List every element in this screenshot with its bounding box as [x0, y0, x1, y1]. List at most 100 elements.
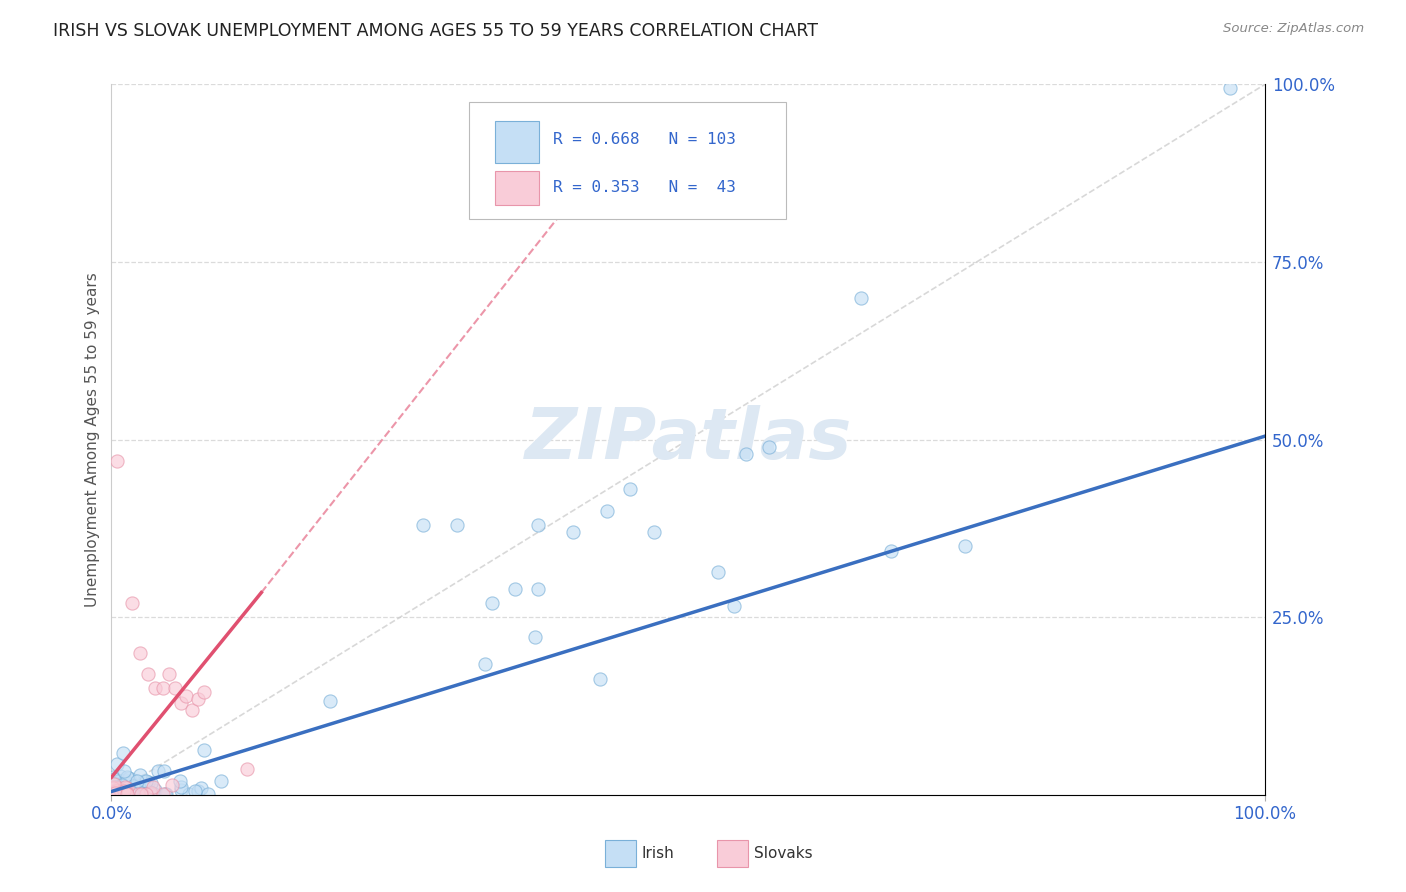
- Point: [131, 787, 153, 801]
- Point: [141, 776, 163, 790]
- Point: [127, 774, 149, 789]
- Point: [104, 781, 127, 796]
- Point: [129, 767, 152, 781]
- Point: [110, 785, 132, 799]
- Point: [643, 525, 665, 540]
- Point: [112, 784, 135, 798]
- Point: [152, 681, 174, 696]
- Point: [474, 657, 496, 672]
- Point: [105, 784, 128, 798]
- Point: [115, 783, 138, 797]
- Point: [758, 440, 780, 454]
- Point: [177, 787, 200, 801]
- Point: [134, 774, 156, 789]
- Point: [176, 689, 198, 703]
- Point: [1219, 81, 1241, 95]
- Point: [101, 780, 124, 795]
- Point: [527, 582, 550, 596]
- Point: [115, 787, 138, 801]
- Point: [121, 782, 143, 797]
- Point: [125, 779, 148, 793]
- Point: [596, 504, 619, 518]
- Point: [132, 788, 155, 802]
- Point: [117, 788, 139, 802]
- Point: [118, 783, 141, 797]
- Point: [108, 788, 131, 802]
- Point: [105, 784, 128, 798]
- Point: [319, 694, 342, 708]
- Point: [734, 447, 756, 461]
- Text: R = 0.353   N =  43: R = 0.353 N = 43: [553, 180, 735, 195]
- Point: [527, 518, 550, 533]
- Point: [169, 780, 191, 795]
- Point: [127, 788, 149, 802]
- Point: [129, 646, 152, 660]
- Point: [118, 777, 141, 791]
- Point: [117, 770, 139, 784]
- Point: [120, 780, 142, 794]
- Point: [124, 783, 146, 797]
- Point: [143, 783, 166, 797]
- FancyBboxPatch shape: [470, 103, 786, 219]
- Point: [103, 777, 125, 791]
- Point: [148, 764, 170, 779]
- Point: [104, 787, 127, 801]
- Point: [115, 781, 138, 796]
- Point: [187, 784, 209, 798]
- Point: [707, 565, 730, 579]
- Point: [561, 525, 583, 540]
- Point: [110, 787, 132, 801]
- Point: [153, 764, 176, 778]
- Point: [121, 779, 143, 793]
- Point: [108, 773, 131, 788]
- Point: [105, 454, 128, 468]
- Bar: [495, 121, 540, 162]
- Point: [157, 667, 180, 681]
- Point: [169, 696, 191, 710]
- Point: [101, 788, 124, 802]
- Point: [118, 787, 141, 801]
- Point: [103, 775, 125, 789]
- Point: [170, 782, 193, 797]
- Point: [211, 774, 233, 789]
- Point: [101, 788, 124, 802]
- Point: [110, 785, 132, 799]
- Point: [103, 786, 125, 800]
- Point: [107, 781, 129, 796]
- Point: [110, 785, 132, 799]
- Point: [114, 780, 136, 794]
- Text: ZIPatlas: ZIPatlas: [524, 405, 852, 475]
- Point: [110, 769, 132, 783]
- Point: [111, 786, 134, 800]
- Point: [121, 786, 143, 800]
- Point: [135, 788, 157, 802]
- Point: [139, 785, 162, 799]
- Point: [101, 779, 124, 793]
- Point: [723, 599, 745, 613]
- Point: [104, 780, 127, 795]
- Point: [136, 788, 159, 802]
- Text: IRISH VS SLOVAK UNEMPLOYMENT AMONG AGES 55 TO 59 YEARS CORRELATION CHART: IRISH VS SLOVAK UNEMPLOYMENT AMONG AGES …: [53, 22, 818, 40]
- Point: [121, 773, 143, 788]
- Point: [118, 783, 141, 797]
- Point: [136, 667, 159, 681]
- Point: [112, 780, 135, 795]
- Point: [134, 787, 156, 801]
- Point: [187, 692, 209, 706]
- Point: [103, 772, 125, 786]
- Point: [122, 781, 145, 796]
- Point: [120, 788, 142, 802]
- Point: [103, 787, 125, 801]
- Point: [129, 787, 152, 801]
- Point: [880, 544, 903, 558]
- Point: [120, 784, 142, 798]
- Point: [108, 784, 131, 798]
- Point: [152, 788, 174, 802]
- Point: [127, 788, 149, 802]
- Point: [142, 780, 165, 794]
- Point: [138, 775, 160, 789]
- Point: [114, 781, 136, 796]
- Point: [163, 681, 186, 696]
- Point: [849, 291, 872, 305]
- Point: [153, 788, 176, 802]
